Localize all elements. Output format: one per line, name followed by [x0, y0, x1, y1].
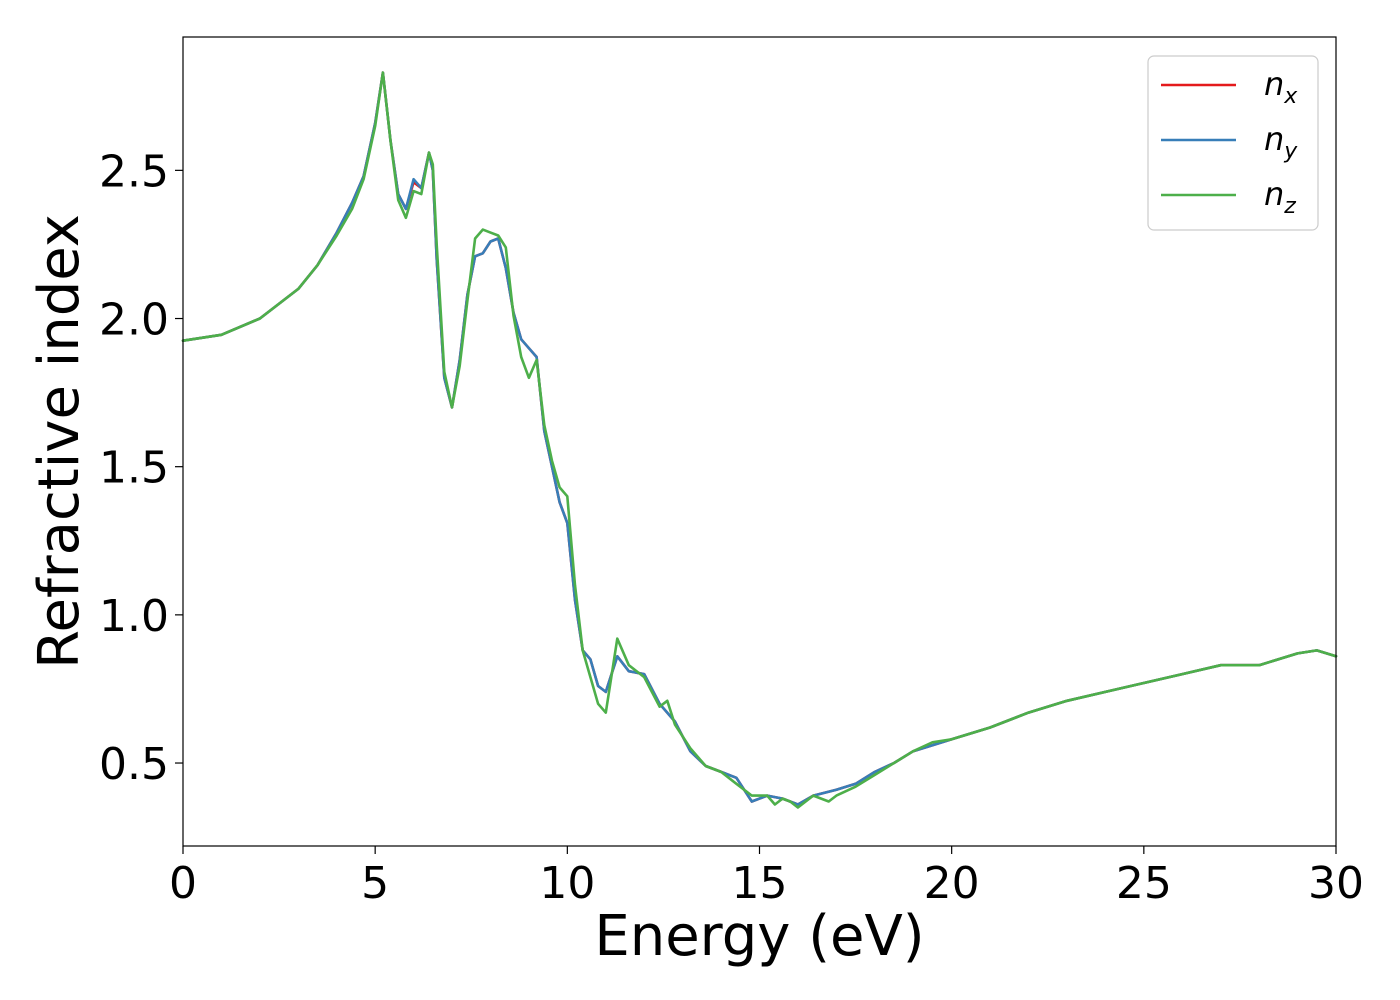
x-tick-label: 5	[361, 858, 389, 909]
y-tick-label: 1.5	[99, 443, 169, 494]
series-layer	[181, 71, 1338, 809]
y-axis-label: Refractive index	[27, 214, 92, 669]
x-tick-label: 30	[1308, 858, 1364, 909]
y-tick-label: 1.0	[99, 591, 169, 642]
x-tick-label: 10	[539, 858, 595, 909]
y-axis-ticks: 0.5 1.0 1.5 2.0 2.5	[99, 146, 183, 790]
legend-label-y: ny	[1264, 120, 1298, 164]
y-tick-label: 2.5	[99, 146, 169, 197]
series-line-z	[181, 71, 1338, 809]
x-axis-ticks: 0 5 10 15 20 25 30	[169, 846, 1364, 909]
legend-label-x: nx	[1264, 65, 1298, 109]
x-tick-label: 25	[1116, 858, 1172, 909]
y-tick-label: 2.0	[99, 295, 169, 346]
legend-frame	[1147, 55, 1319, 231]
x-tick-label: 15	[732, 858, 788, 909]
x-axis-label: Energy (eV)	[594, 904, 924, 969]
y-tick-label: 0.5	[99, 739, 169, 790]
x-tick-label: 20	[924, 858, 980, 909]
x-tick-label: 0	[169, 858, 197, 909]
